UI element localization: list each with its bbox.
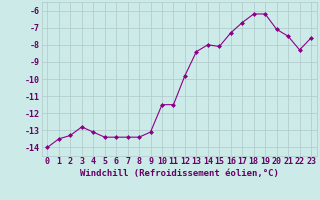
X-axis label: Windchill (Refroidissement éolien,°C): Windchill (Refroidissement éolien,°C) <box>80 169 279 178</box>
